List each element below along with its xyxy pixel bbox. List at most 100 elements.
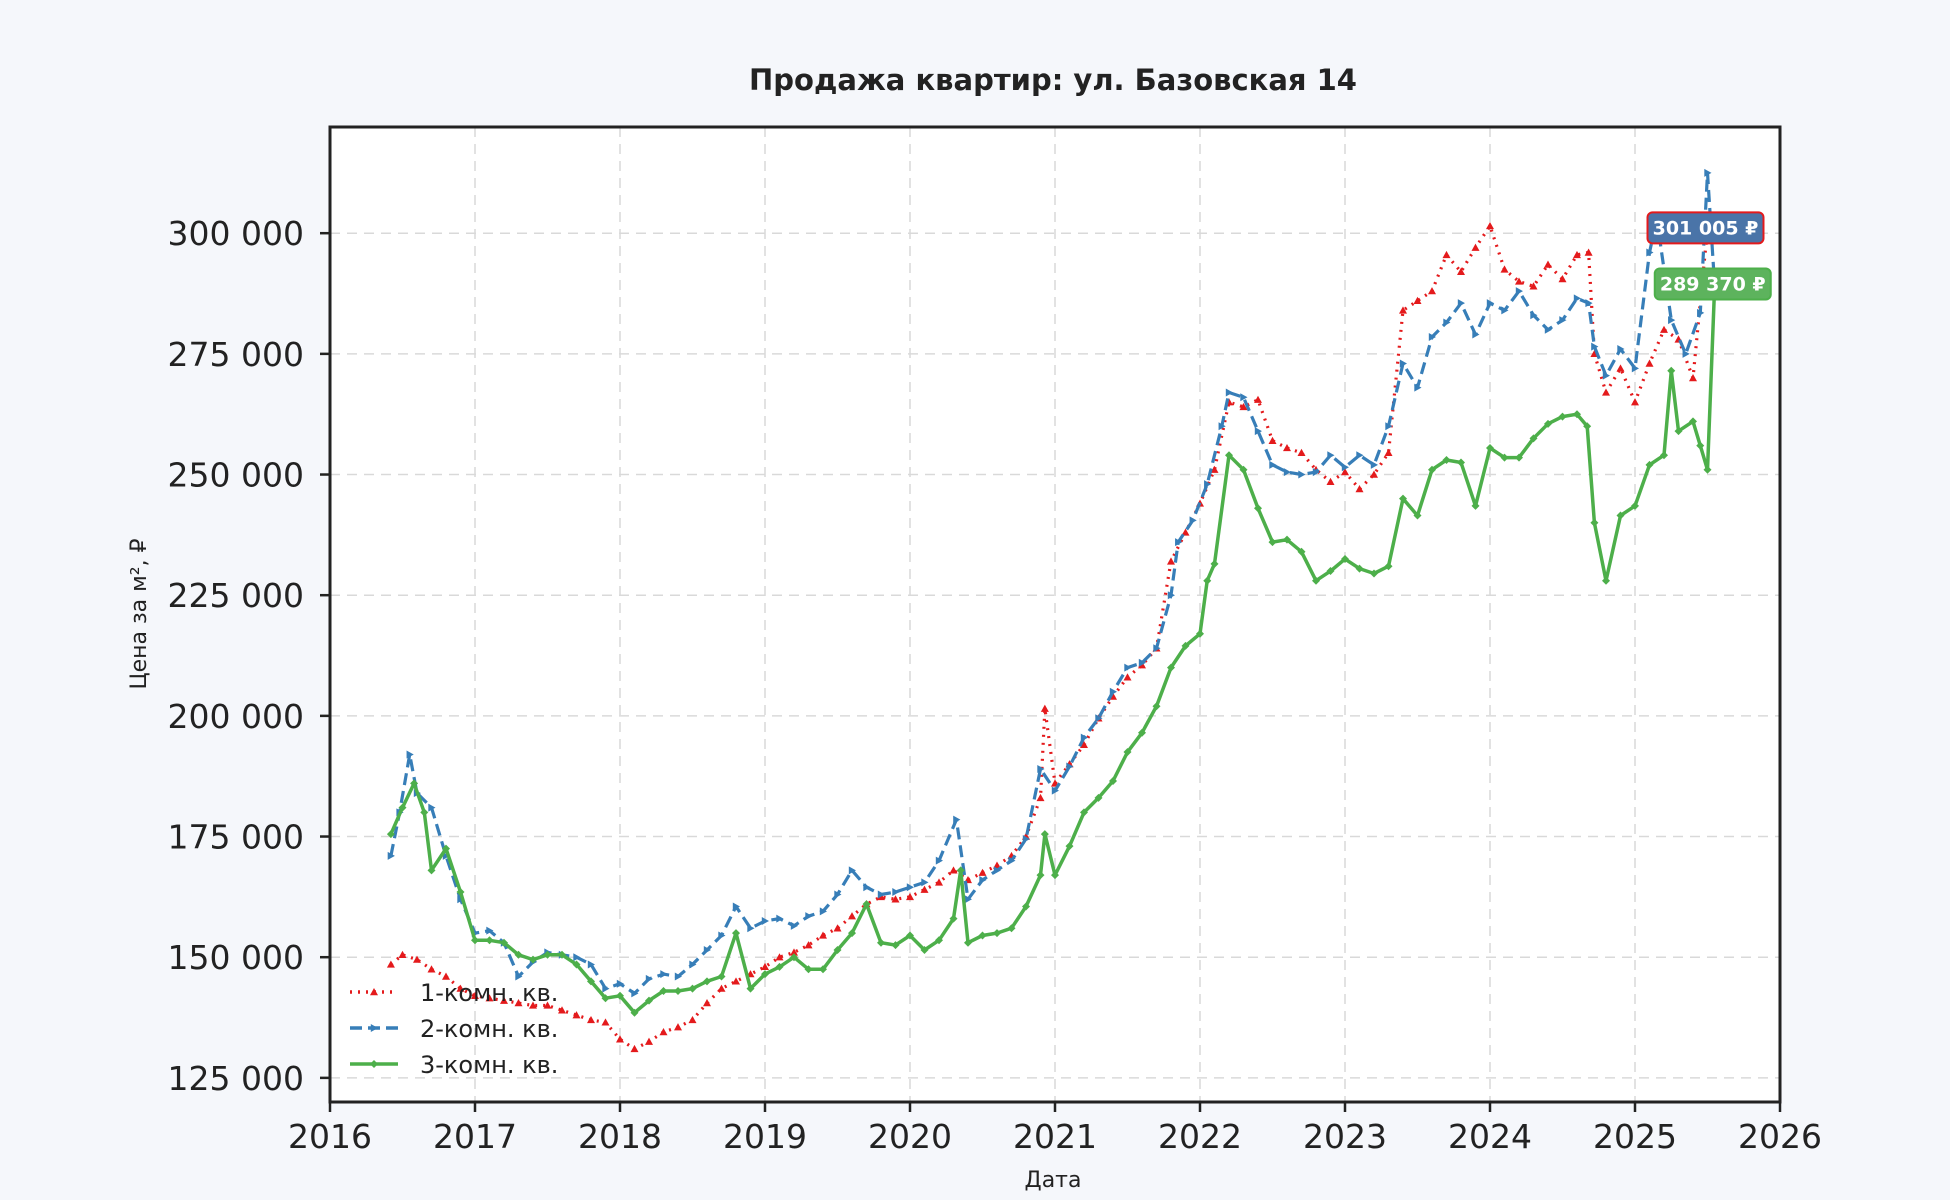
data-point [819, 965, 827, 974]
data-point [891, 895, 900, 903]
x-tick-label: 2018 [578, 1117, 662, 1156]
data-point [935, 936, 943, 945]
y-tick-label: 275 000 [168, 335, 304, 374]
y-tick-label: 225 000 [168, 576, 304, 615]
legend-label: 3-комн. кв. [420, 1051, 558, 1079]
data-point [935, 856, 943, 865]
data-point [572, 1011, 581, 1019]
data-point [370, 1060, 378, 1068]
data-point [804, 965, 813, 974]
data-point [1152, 702, 1161, 711]
value-badge: 289 370 ₽ [1653, 267, 1772, 301]
y-axis-label: Цена за м², ₽ [127, 538, 152, 689]
data-point [1583, 422, 1592, 431]
data-point [1585, 299, 1593, 308]
data-point [631, 989, 639, 998]
data-point [674, 972, 682, 981]
data-point [1602, 576, 1610, 585]
data-point [1040, 830, 1049, 839]
data-point [1036, 871, 1045, 880]
data-point [993, 866, 1001, 875]
data-point [1239, 402, 1248, 411]
data-point [515, 972, 523, 981]
data-point [1370, 470, 1378, 478]
data-point [1704, 168, 1712, 177]
data-point [892, 888, 900, 897]
data-point [398, 803, 407, 812]
legend: 1-комн. кв. 2-комн. кв. 3-комн. кв. [350, 979, 558, 1079]
data-point [1370, 569, 1378, 578]
data-point [1384, 448, 1393, 457]
data-point [1254, 504, 1262, 513]
data-point [1297, 448, 1306, 457]
data-point [601, 994, 610, 1003]
data-point [1428, 287, 1436, 295]
data-point [1268, 538, 1277, 547]
data-point [1558, 412, 1567, 421]
data-point [1167, 663, 1175, 672]
data-point [993, 861, 1001, 869]
data-point [732, 977, 740, 985]
data-point [485, 936, 494, 945]
data-point [993, 929, 1001, 938]
data-point [1355, 564, 1364, 573]
data-point [1254, 395, 1262, 403]
data-point [660, 970, 668, 979]
data-point [848, 912, 856, 920]
data-point [514, 950, 523, 959]
data-point [1529, 282, 1538, 290]
data-point [1443, 318, 1451, 327]
data-point [978, 931, 987, 940]
data-point [1037, 764, 1045, 773]
data-point [1682, 349, 1690, 358]
data-point [1616, 364, 1625, 372]
data-point [616, 1035, 624, 1043]
data-point [1123, 748, 1132, 757]
x-tick-label: 2017 [433, 1117, 517, 1156]
data-point [587, 977, 595, 986]
data-point [1080, 733, 1088, 742]
data-point [703, 999, 711, 1007]
data-point [1196, 629, 1204, 638]
data-point [427, 965, 436, 973]
data-point [1529, 434, 1538, 443]
data-point [1269, 460, 1277, 469]
data-point [500, 938, 508, 947]
data-point [1181, 641, 1190, 650]
legend-label: 1-комн. кв. [420, 979, 558, 1007]
data-point [630, 1008, 639, 1017]
data-point [906, 892, 914, 901]
data-point [1007, 924, 1016, 933]
data-point [1559, 316, 1567, 325]
data-point [1544, 260, 1552, 268]
data-point [949, 914, 958, 923]
data-point [775, 962, 784, 971]
data-point [674, 986, 682, 995]
data-point [1254, 427, 1262, 436]
value-badge-text: 289 370 ₽ [1660, 273, 1766, 295]
data-point [1175, 538, 1183, 547]
data-point [979, 875, 987, 884]
data-point [456, 888, 465, 897]
data-point [1008, 856, 1016, 865]
data-point [406, 750, 414, 759]
data-point [410, 779, 419, 788]
data-point [1573, 410, 1581, 419]
data-point [471, 936, 479, 945]
data-point [906, 931, 914, 940]
data-point [1631, 364, 1639, 373]
data-point [1283, 468, 1291, 477]
data-point [1138, 658, 1146, 667]
x-axis-label: Дата [1025, 1168, 1082, 1193]
data-point [920, 945, 929, 954]
data-point [877, 890, 885, 899]
legend-label: 2-комн. кв. [420, 1015, 558, 1043]
data-point [964, 938, 972, 947]
data-point [645, 974, 653, 983]
data-point [1646, 248, 1654, 257]
data-point [573, 953, 581, 962]
data-point [848, 866, 856, 875]
data-point [616, 979, 624, 988]
chart-title: Продажа квартир: ул. Базовская 14 [749, 63, 1357, 97]
data-point [761, 962, 769, 971]
